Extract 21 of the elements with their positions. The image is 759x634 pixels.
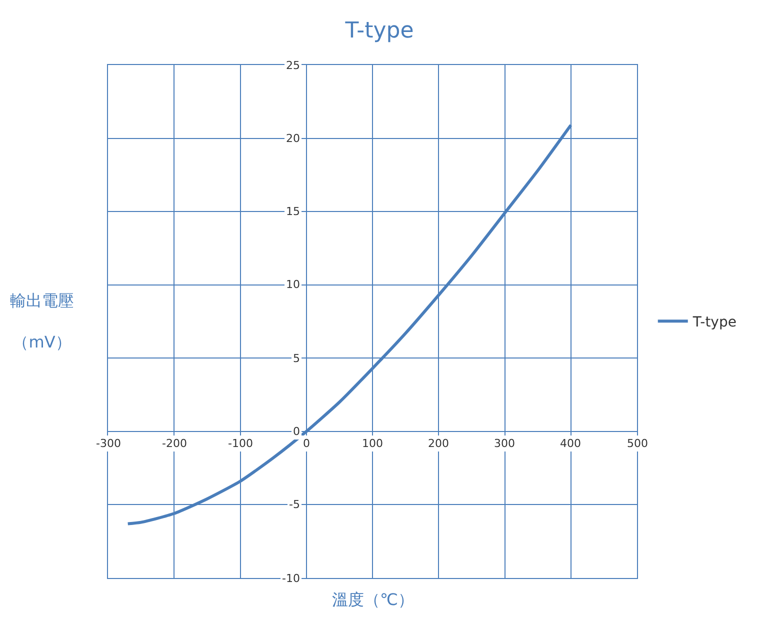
x-tick-label: -100 bbox=[228, 437, 253, 450]
y-tick-label: -10 bbox=[282, 572, 300, 585]
y-tick-label: 5 bbox=[293, 352, 300, 365]
legend-label: T-type bbox=[692, 314, 736, 331]
chart-title: T-type bbox=[344, 18, 414, 44]
x-tick-label: 200 bbox=[428, 437, 449, 450]
y-tick-label: 25 bbox=[286, 59, 300, 72]
x-tick-label: 0 bbox=[303, 437, 310, 450]
y-tick-label: 10 bbox=[286, 278, 300, 291]
x-tick-label: 400 bbox=[560, 437, 581, 450]
x-axis-title: 溫度（℃） bbox=[332, 590, 414, 609]
y-tick-label: 0 bbox=[293, 425, 300, 438]
text: 輸出電壓（mV） bbox=[10, 291, 74, 352]
x-tick-label: 300 bbox=[494, 437, 515, 450]
x-tick-label: 100 bbox=[362, 437, 383, 450]
x-tick-label: -200 bbox=[162, 437, 187, 450]
x-tick-label: -300 bbox=[96, 437, 121, 450]
y-tick-label: -5 bbox=[289, 498, 300, 511]
x-tick-label: 500 bbox=[627, 437, 648, 450]
y-tick-label: 20 bbox=[286, 132, 300, 145]
y-tick-label: 15 bbox=[286, 205, 300, 218]
